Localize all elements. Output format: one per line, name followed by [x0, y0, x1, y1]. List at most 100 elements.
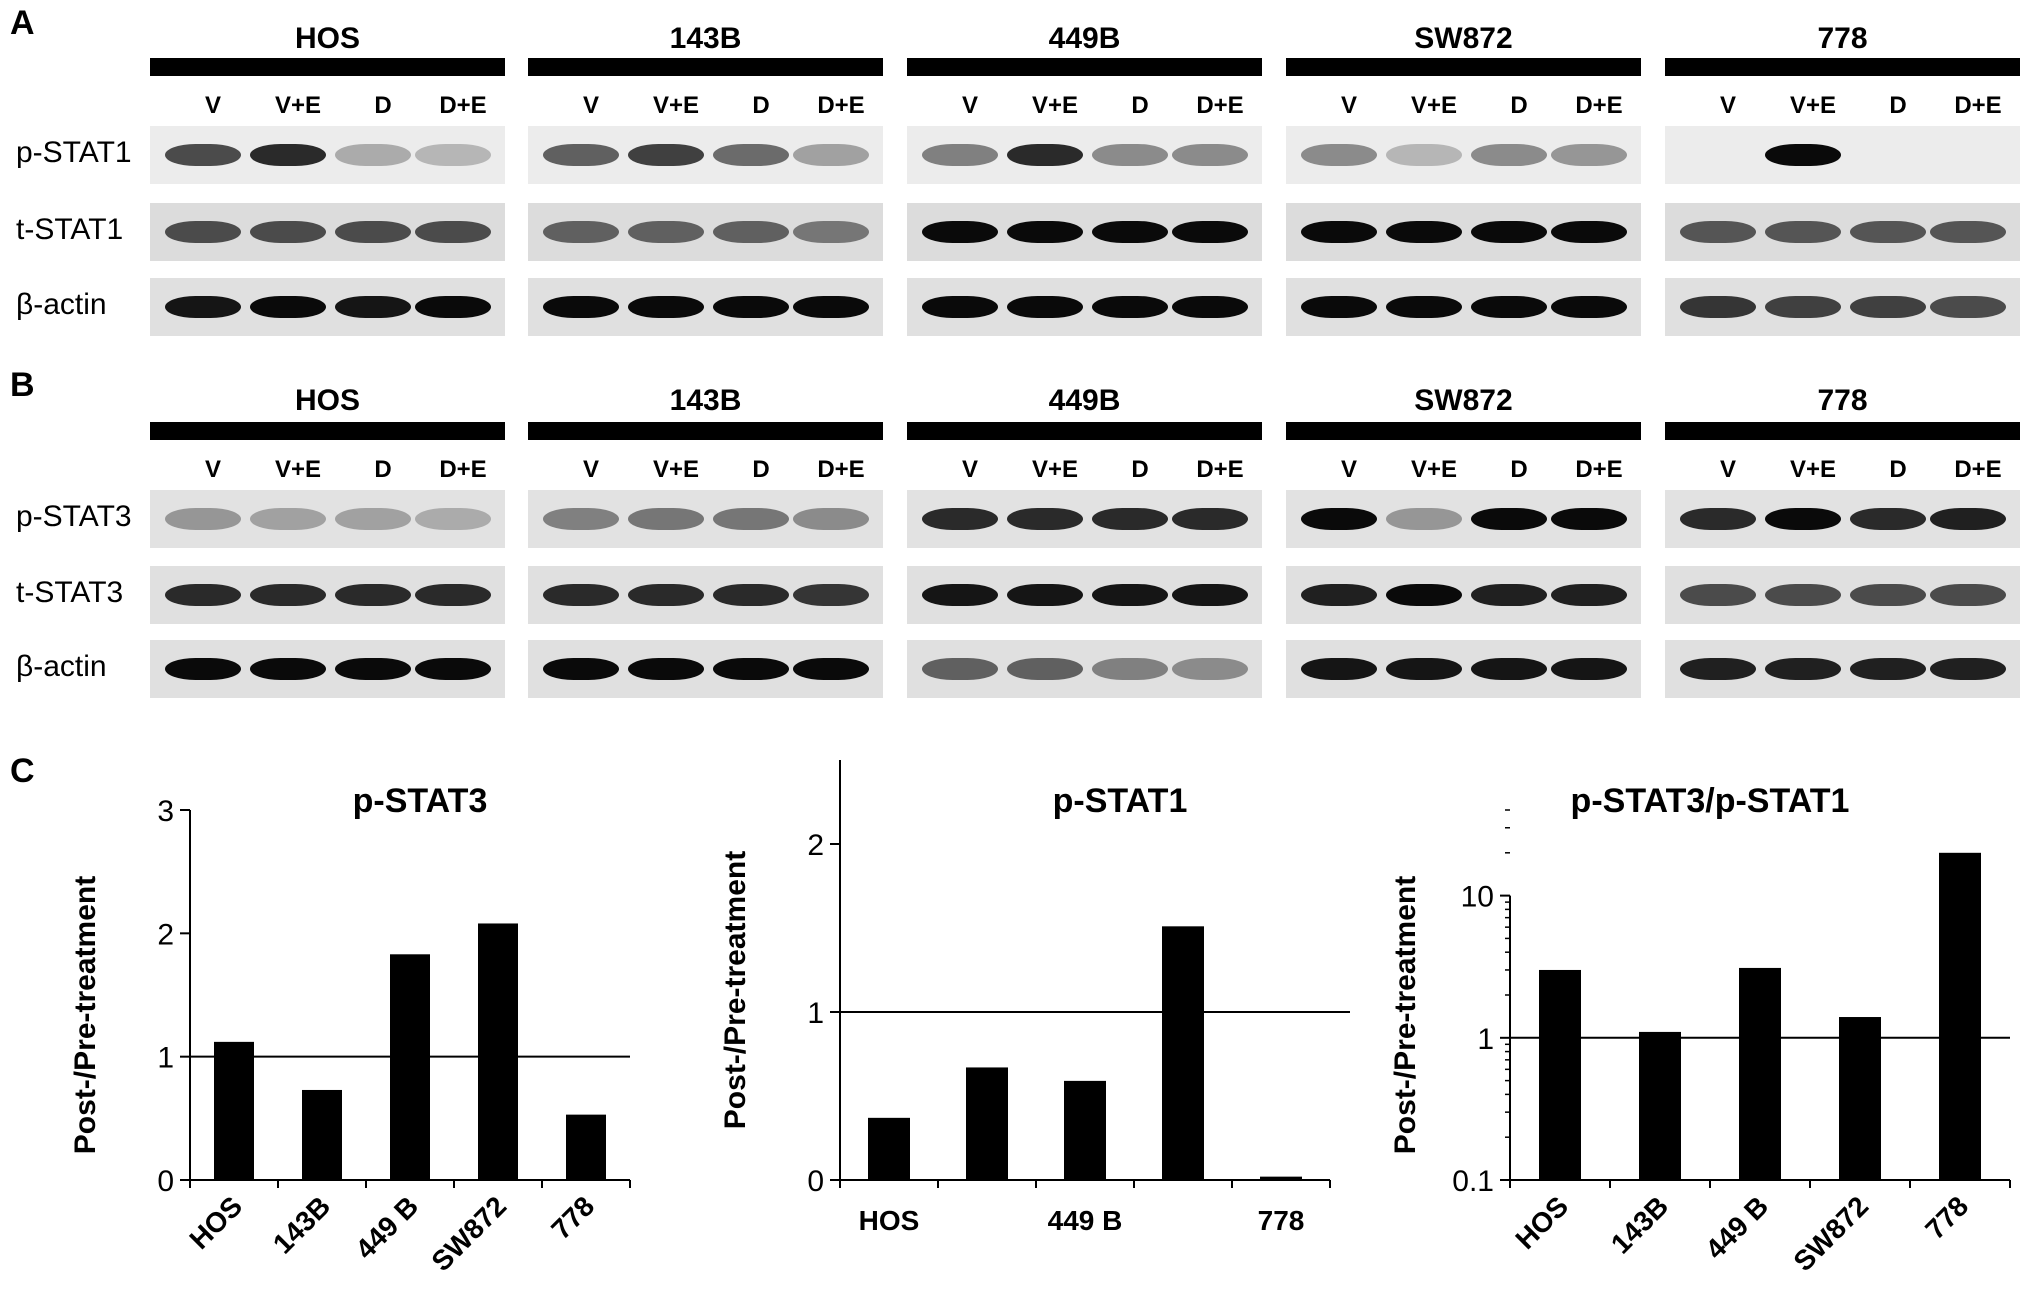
lane-label: V: [1719, 456, 1736, 483]
blot-strip: [907, 566, 1262, 624]
cell-line-label: HOS: [294, 22, 360, 55]
cell-line-bracket-bar: [150, 422, 505, 440]
blot-band: [335, 584, 411, 606]
blot-band: [922, 658, 998, 680]
blot-band: [1092, 221, 1168, 243]
lane-label: V+E: [1031, 456, 1079, 483]
y-tick-label: 3: [157, 795, 174, 828]
lane-label: V: [961, 456, 978, 483]
blot-band: [1092, 296, 1168, 318]
lane-label: V: [582, 92, 599, 119]
blot-band: [1092, 508, 1168, 530]
blot-band: [1471, 658, 1547, 680]
blot-band: [1007, 584, 1083, 606]
blot-row-label: t-STAT3: [16, 576, 124, 609]
blot-band: [1680, 508, 1756, 530]
blot-band: [250, 144, 326, 166]
blot-band: [1930, 584, 2006, 606]
x-tick-label: HOS: [183, 1190, 248, 1255]
blot-band: [628, 584, 704, 606]
blot-band: [335, 296, 411, 318]
blot-band: [922, 221, 998, 243]
blot-strip: [1286, 490, 1641, 548]
blot-band: [1172, 221, 1248, 243]
blot-band: [628, 221, 704, 243]
blot-band: [1386, 584, 1462, 606]
blot-band: [1172, 584, 1248, 606]
y-tick-label: 10: [1461, 881, 1494, 914]
blot-band: [793, 658, 869, 680]
lane-label: D: [374, 92, 392, 119]
blot-band: [713, 144, 789, 166]
lane-label: D+E: [1575, 456, 1623, 483]
blot-band: [1930, 508, 2006, 530]
blot-row-label: p-STAT3: [16, 500, 132, 533]
blot-band: [922, 144, 998, 166]
lane-label: D: [1131, 92, 1149, 119]
blot-band: [1930, 296, 2006, 318]
blot-band: [250, 658, 326, 680]
blot-strip: [1665, 278, 2020, 336]
y-tick-label: 1: [807, 997, 824, 1030]
x-tick-label: 778: [1258, 1205, 1305, 1236]
blot-band: [1765, 508, 1841, 530]
blot-band: [543, 296, 619, 318]
bar: [1739, 967, 1781, 1180]
blot-band: [335, 221, 411, 243]
lane-label: D+E: [1954, 92, 2002, 119]
chart-title: p-STAT3: [353, 782, 488, 820]
blot-band: [1850, 584, 1926, 606]
y-tick-label: 1: [157, 1042, 174, 1075]
lane-label: V+E: [1410, 456, 1458, 483]
blot-strip: [1286, 278, 1641, 336]
lane-label: D+E: [817, 456, 865, 483]
blot-band: [1172, 508, 1248, 530]
lane-label: D+E: [1196, 456, 1244, 483]
blot-band: [1765, 584, 1841, 606]
cell-line-label: 778: [1817, 22, 1868, 55]
x-tick-label: SW872: [1787, 1190, 1874, 1277]
blot-band: [1092, 584, 1168, 606]
lane-label: D: [752, 456, 770, 483]
blot-band: [1680, 584, 1756, 606]
blot-band: [165, 296, 241, 318]
blot-strip: [528, 278, 883, 336]
cell-line-bracket-bar: [907, 58, 1262, 76]
blot-band: [1301, 144, 1377, 166]
bar-chart-p-stat3-p-stat1-ratio: p-STAT3/p-STAT1 Post-/Pre-treatment 0.1 1 10…: [1389, 782, 2011, 1277]
blot-band: [165, 144, 241, 166]
blot-strip: [1665, 126, 2020, 184]
lane-label: D: [1510, 456, 1528, 483]
panel-letter-a: A: [10, 4, 35, 42]
blot-band: [543, 658, 619, 680]
blot-strip: [528, 640, 883, 698]
cell-line-bracket-bar: [1665, 58, 2020, 76]
blot-band: [793, 296, 869, 318]
cell-line-bracket-bar: [1665, 422, 2020, 440]
blot-band: [1551, 144, 1627, 166]
cell-line-bracket-bar: [150, 58, 505, 76]
blot-band: [1551, 508, 1627, 530]
bar: [868, 1117, 910, 1180]
blot-band: [1850, 508, 1926, 530]
cell-line-bracket-bar: [528, 58, 883, 76]
lane-label: V: [961, 92, 978, 119]
blot-band: [335, 658, 411, 680]
cell-line-bracket-bar: [907, 422, 1262, 440]
cell-line-label: 449B: [1048, 22, 1121, 55]
lane-label: V: [1340, 456, 1357, 483]
blot-strip: [150, 203, 505, 261]
x-tick-label: 778: [545, 1190, 600, 1245]
x-tick-label: SW872: [425, 1190, 512, 1277]
blot-band: [713, 658, 789, 680]
blot-strip: [528, 203, 883, 261]
blot-band: [250, 296, 326, 318]
blot-strip: [528, 566, 883, 624]
y-tick-label: 1: [1477, 1023, 1494, 1056]
blot-band: [922, 508, 998, 530]
bar: [302, 1089, 342, 1180]
lane-label: V+E: [652, 92, 700, 119]
blot-band: [1386, 144, 1462, 166]
blot-band: [1850, 658, 1926, 680]
blot-band: [415, 144, 491, 166]
